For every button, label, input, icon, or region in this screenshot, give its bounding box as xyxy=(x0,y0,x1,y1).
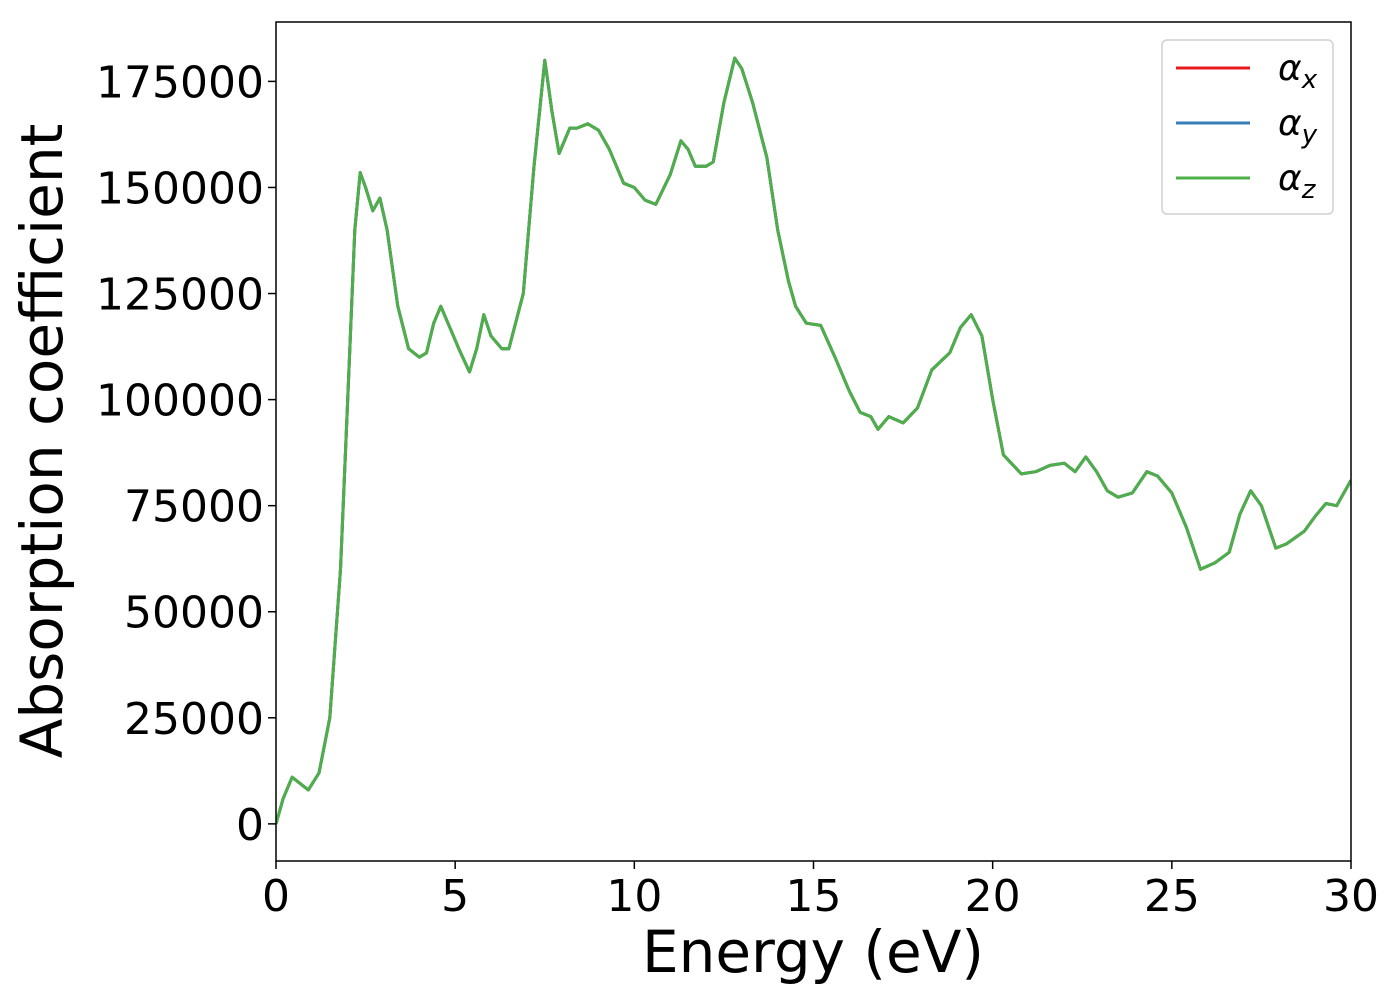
y-axis-label: Absorption coefficient xyxy=(8,124,76,759)
y-tick-label: 175000 xyxy=(96,57,264,108)
x-axis-label: Energy (eV) xyxy=(642,918,984,986)
x-tick-label: 20 xyxy=(965,871,1021,922)
x-tick-label: 0 xyxy=(262,871,290,922)
legend-label: αz xyxy=(1278,158,1317,205)
y-tick-label: 75000 xyxy=(124,482,264,533)
x-tick-label: 5 xyxy=(441,871,469,922)
legend-label: αx xyxy=(1278,48,1318,95)
x-tick-label: 15 xyxy=(786,871,842,922)
y-tick-label: 0 xyxy=(236,800,264,851)
y-tick-label: 100000 xyxy=(96,376,264,427)
x-tick-label: 25 xyxy=(1144,871,1200,922)
x-tick-label: 10 xyxy=(606,871,662,922)
legend-label: αy xyxy=(1278,103,1318,150)
y-tick-label: 50000 xyxy=(124,588,264,639)
plot-frame xyxy=(275,21,1352,862)
series-line xyxy=(276,56,1351,825)
y-tick-label: 150000 xyxy=(96,163,264,214)
x-tick-label: 30 xyxy=(1323,871,1379,922)
y-tick-label: 125000 xyxy=(96,270,264,321)
y-tick-label: 25000 xyxy=(124,694,264,745)
legend-box xyxy=(1161,39,1334,215)
